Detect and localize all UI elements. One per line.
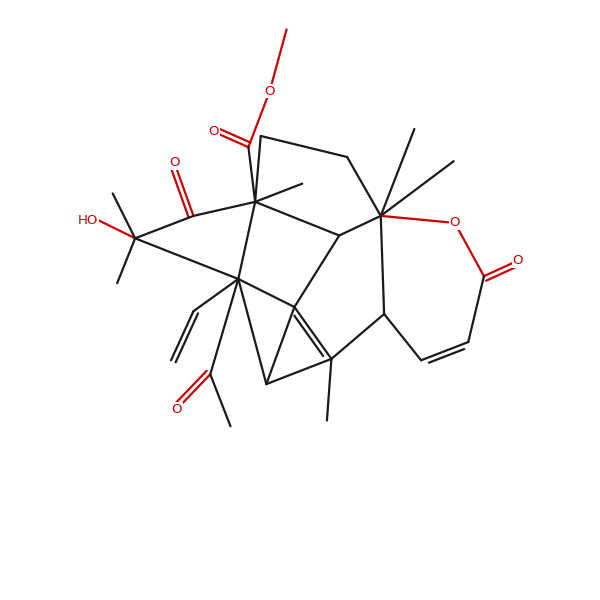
- Text: O: O: [208, 125, 219, 138]
- Text: O: O: [169, 156, 179, 169]
- Text: HO: HO: [78, 214, 98, 227]
- Text: O: O: [512, 254, 523, 267]
- Text: O: O: [449, 217, 460, 229]
- Text: O: O: [265, 85, 275, 98]
- Text: O: O: [172, 403, 182, 416]
